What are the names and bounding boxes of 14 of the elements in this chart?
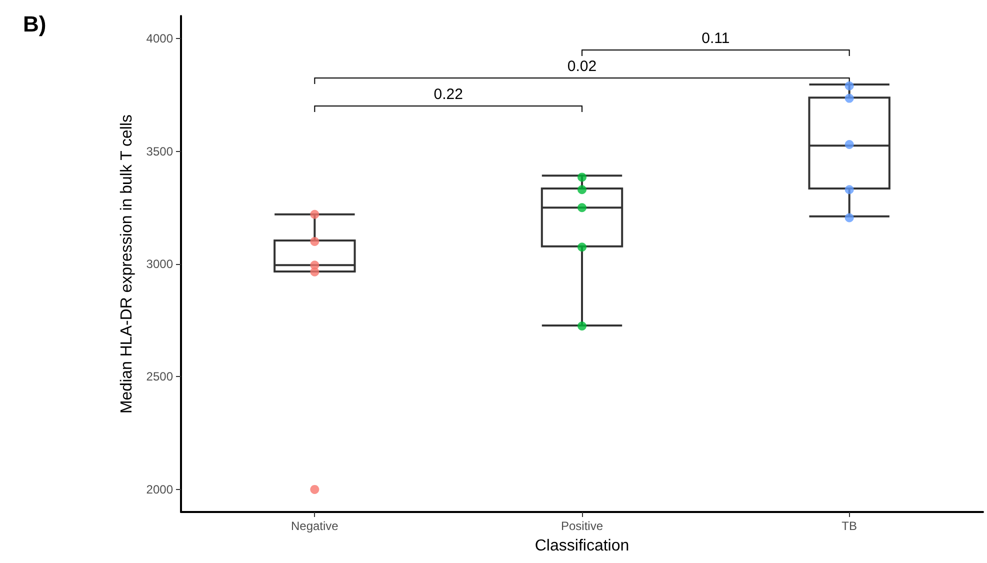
x-tick-label: Negative [290, 519, 339, 533]
y-tick-label: 3500 [146, 144, 174, 158]
y-tick-label: 4000 [146, 32, 174, 46]
x-tick-label: Positive [560, 519, 604, 533]
y-tick-label: 3000 [146, 257, 174, 271]
x-axis-title: Classification [534, 538, 630, 554]
y-axis-title: Median HLA-DR expression in bulk T cells [118, 114, 136, 414]
y-tick-label: 2500 [146, 370, 174, 384]
annotation: 0.11 [702, 30, 730, 47]
y-tick-label: 2000 [146, 482, 174, 496]
text: B) [23, 12, 46, 36]
annotation: 0.22 [434, 86, 463, 103]
annotation: 0.02 [567, 58, 597, 75]
x-tick-label: TB [842, 519, 858, 533]
